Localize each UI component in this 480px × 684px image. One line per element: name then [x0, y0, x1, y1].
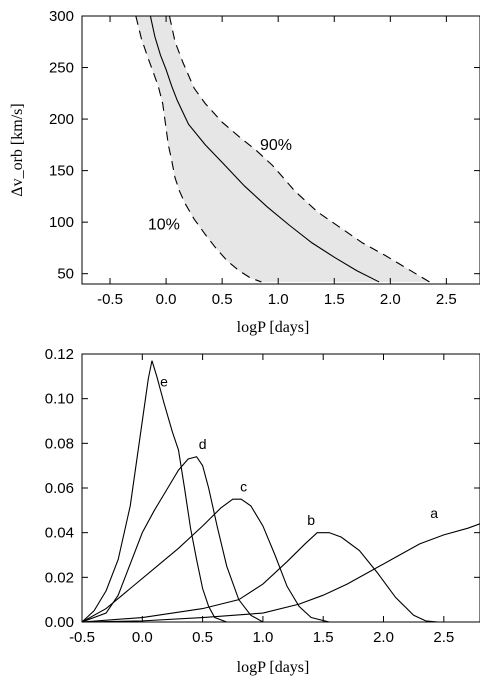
- upper-90-percentile-line: [168, 16, 430, 283]
- y-tick-label: 0.04: [45, 525, 74, 542]
- distribution-curve-e: [82, 360, 227, 622]
- y-tick-label: 100: [49, 214, 74, 231]
- plot-frame: [81, 353, 480, 623]
- x-tick-label: 1.0: [252, 629, 273, 646]
- x-tick-label: 2.5: [436, 291, 457, 308]
- y-tick-label: 250: [49, 60, 74, 77]
- distribution-curve-c: [82, 498, 330, 622]
- distribution-curve-d: [82, 456, 264, 622]
- x-tick-label: -0.5: [69, 629, 95, 646]
- curve-label-e: e: [160, 373, 168, 389]
- distribution-curve-b: [82, 532, 438, 622]
- x-tick-label: 1.0: [268, 291, 289, 308]
- curve-label-b: b: [307, 512, 315, 528]
- confidence-band: [135, 16, 430, 282]
- percentile-annotation: 10%: [148, 216, 180, 233]
- x-tick-label: 0.0: [156, 291, 177, 308]
- orbital-velocity-panel: -0.5 0.0 0.5 1.0 1.5 2.0 2.5 50 100 150 200 250 300 9…: [9, 8, 480, 336]
- x-tick-label: 1.5: [313, 629, 334, 646]
- x-tick-label: 2.5: [433, 629, 454, 646]
- y-tick-label: 150: [49, 163, 74, 180]
- y-tick-label: 0.00: [45, 614, 74, 631]
- y-tick-label: 50: [57, 266, 74, 283]
- y-tick-label: 200: [49, 111, 74, 128]
- x-axis-title: logP [days]: [237, 659, 310, 676]
- curve-label-a: a: [430, 505, 438, 521]
- x-tick-label: 2.0: [380, 291, 401, 308]
- period-distribution-panel: -0.5 0.0 0.5 1.0 1.5 2.0 2.5 0.00 0.02 0.04 0.06 0.…: [45, 346, 480, 676]
- x-tick-label: -0.5: [97, 291, 123, 308]
- x-tick-label: 0.0: [132, 629, 153, 646]
- x-axis-title: logP [days]: [237, 319, 310, 336]
- y-tick-label: 0.02: [45, 569, 74, 586]
- plot-area: [135, 16, 430, 283]
- curve-label-d: d: [199, 436, 207, 452]
- median-line: [149, 16, 380, 283]
- y-tick-label: 0.10: [45, 391, 74, 408]
- percentile-annotation: 90%: [260, 137, 292, 154]
- y-axis-title: Δv_orb [km/s]: [9, 103, 26, 196]
- y-tick-label: 0.06: [45, 480, 74, 497]
- y-tick-label: 300: [49, 8, 74, 25]
- distribution-curve-a: [82, 523, 480, 622]
- x-tick-label: 2.0: [373, 629, 394, 646]
- x-tick-label: 0.5: [192, 629, 213, 646]
- y-tick-label: 0.12: [45, 346, 74, 363]
- plot-area: [82, 360, 480, 622]
- plot-frame: [81, 15, 480, 285]
- curve-label-c: c: [240, 478, 247, 494]
- y-tick-label: 0.08: [45, 435, 74, 452]
- x-tick-label: 0.5: [212, 291, 233, 308]
- x-tick-label: 1.5: [324, 291, 345, 308]
